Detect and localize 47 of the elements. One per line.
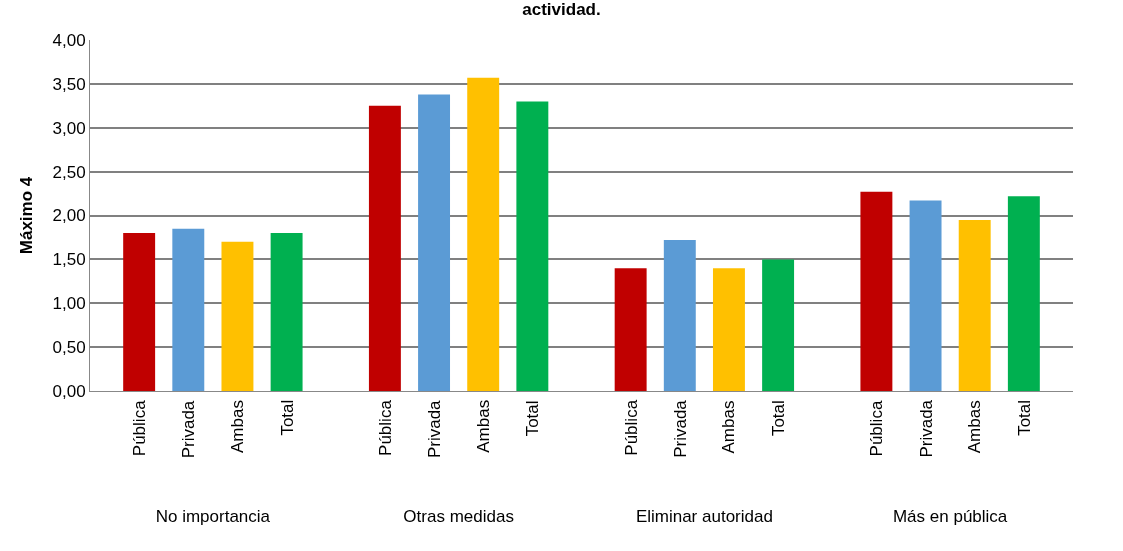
text: Pública xyxy=(130,400,150,457)
text: Pública xyxy=(867,400,887,457)
text: Ambas xyxy=(227,400,247,453)
bar xyxy=(614,268,647,391)
bar xyxy=(368,105,401,391)
text: Privada xyxy=(916,399,936,458)
bar xyxy=(1007,196,1040,391)
x-tick-label: No importancia xyxy=(155,507,271,527)
bar xyxy=(123,233,156,391)
bar xyxy=(221,241,254,391)
y-tick-label: 3,50 xyxy=(52,74,86,94)
y-axis-title: Máximo 4 xyxy=(17,176,37,255)
y-tick-label: 4,00 xyxy=(52,30,86,50)
bar xyxy=(467,77,500,391)
text: Ambas xyxy=(473,399,493,453)
x-tick-label: Otras medidas xyxy=(403,507,514,527)
text: Privada xyxy=(179,400,199,459)
y-tick-label: 3,00 xyxy=(52,118,86,138)
text: Pública xyxy=(375,400,395,456)
y-tick-label: 2,50 xyxy=(52,162,86,182)
y-tick-label: 1,50 xyxy=(52,250,86,270)
y-tick-label: 0,50 xyxy=(52,338,86,358)
text: Pública xyxy=(621,399,641,456)
text: Ambas xyxy=(965,400,985,454)
bar xyxy=(958,219,991,391)
text: Privada xyxy=(670,400,690,458)
text: Ambas xyxy=(719,400,739,454)
x-tick-label: Más en pública xyxy=(892,507,1008,527)
y-tick-label: 1,00 xyxy=(52,294,86,314)
bar xyxy=(172,228,205,391)
bar xyxy=(270,233,303,391)
text: Total xyxy=(523,400,543,437)
x-tick-label: Eliminar autoridad xyxy=(635,507,773,527)
bar xyxy=(762,259,795,391)
y-tick-label: 2,00 xyxy=(52,206,86,226)
text: Total xyxy=(277,399,297,436)
text: Total xyxy=(1014,399,1034,436)
y-tick-label: 0,00 xyxy=(52,381,86,401)
text: Privada xyxy=(425,400,445,459)
bar xyxy=(418,94,451,391)
bar xyxy=(860,191,893,391)
bar xyxy=(516,101,549,391)
bar xyxy=(663,240,696,391)
text: Total xyxy=(769,400,789,437)
chart-title: actividad. xyxy=(522,0,601,19)
bar xyxy=(909,200,942,391)
bar xyxy=(712,268,745,391)
